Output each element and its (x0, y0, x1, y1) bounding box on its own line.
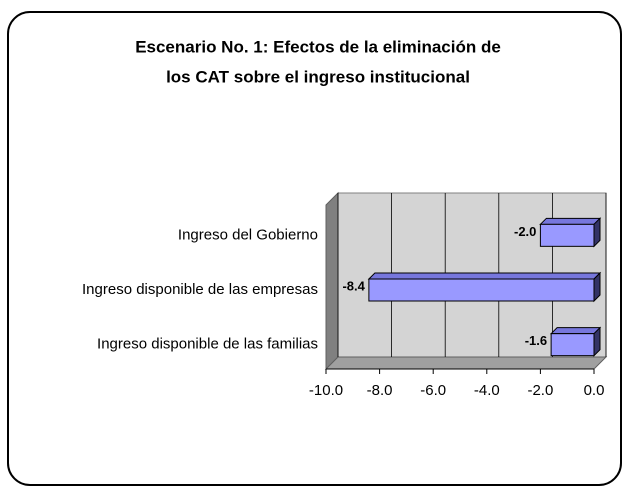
x-tick-label: -8.0 (367, 382, 393, 399)
chart-subtitle: los CAT sobre el ingreso institucional (166, 67, 470, 86)
x-tick-label: -4.0 (474, 382, 500, 399)
y-tick-label: Ingreso disponible de las familias (97, 336, 318, 353)
left-wall (325, 191, 339, 371)
bar-top (549, 327, 602, 335)
y-tick-label: Ingreso del Gobierno (178, 226, 318, 243)
chart-title: Escenario No. 1: Efectos de la eliminaci… (135, 37, 501, 56)
bar (539, 223, 595, 247)
value-label: -2.0 (514, 224, 536, 239)
bar-top (367, 272, 602, 280)
x-tick-label: -10.0 (309, 382, 343, 399)
value-label: -8.4 (342, 278, 365, 293)
y-tick-label: Ingreso disponible de las empresas (82, 281, 318, 298)
bar (368, 278, 595, 302)
x-tick-label: 0.0 (584, 382, 605, 399)
bar-top (539, 217, 602, 225)
x-tick-label: -6.0 (420, 382, 446, 399)
floor (324, 356, 608, 370)
value-label: -1.6 (525, 333, 547, 348)
bar (550, 333, 595, 357)
x-tick-label: -2.0 (527, 382, 553, 399)
